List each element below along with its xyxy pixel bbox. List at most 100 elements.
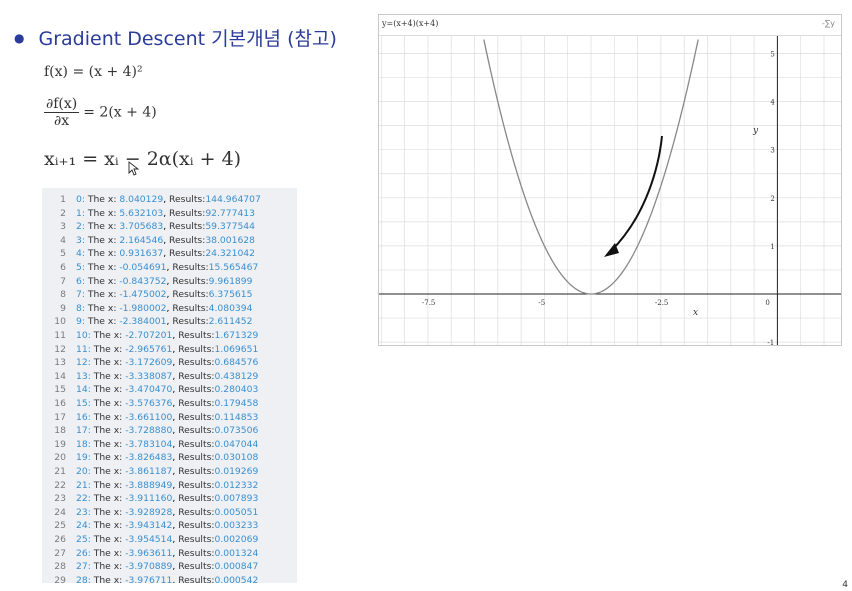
equation-function-text: f(x) = (x + 4)²: [44, 64, 143, 80]
results-label: Results:: [172, 262, 209, 273]
x-value: -0.843752: [119, 275, 167, 287]
line-number: 8: [60, 289, 66, 301]
iteration-index: 5:: [76, 262, 85, 273]
x-value: -2.707201: [125, 330, 173, 341]
results-value: 4.080394: [208, 302, 253, 314]
line-number: 26: [54, 534, 66, 545]
x-value: -3.963611: [125, 547, 173, 559]
x-value: 5.632103: [119, 207, 164, 219]
x-tick-label: 0: [765, 299, 769, 307]
iteration-index: 9:: [76, 316, 85, 328]
x-value: -3.172609: [125, 357, 173, 369]
code-line: 7 6: The x: -0.843752, Results:9.961899: [42, 275, 297, 289]
results-label: Results:: [178, 384, 215, 396]
results-value: 9.961899: [208, 275, 253, 287]
iteration-index: 12:: [76, 357, 91, 369]
x-value: -3.970889: [125, 561, 173, 573]
line-number: 20: [54, 452, 66, 464]
x-value: -3.976711: [125, 574, 173, 583]
derivative-rhs: = 2(x + 4): [83, 104, 157, 121]
x-label: The x:: [93, 547, 123, 559]
bullet-icon: ●: [14, 31, 25, 45]
iteration-index: 13:: [76, 370, 91, 382]
x-label: The x:: [87, 221, 117, 233]
code-line: 9 8: The x: -1.980002, Results:4.080394: [42, 302, 297, 316]
code-line: 18 17: The x: -3.728880, Results:0.073506: [42, 424, 297, 438]
x-tick-label: -5: [538, 299, 545, 307]
iteration-index: 14:: [76, 384, 91, 396]
line-number: 2: [60, 207, 66, 219]
code-line: 13 12: The x: -3.172609, Results:0.684576: [42, 356, 297, 370]
y-axis-label: y: [752, 126, 759, 136]
line-number: 18: [54, 425, 66, 437]
iteration-index: 18:: [76, 438, 91, 450]
line-number: 12: [54, 343, 66, 355]
code-line: 24 23: The x: -3.928928, Results:0.005051: [42, 506, 297, 520]
graph-equation: y=(x+4)(x+4): [382, 19, 439, 28]
code-line: 19 18: The x: -3.783104, Results:0.047044: [42, 438, 297, 452]
derivative-denominator: ∂x: [54, 113, 70, 129]
x-value: -2.965761: [125, 343, 173, 355]
x-value: -1.475002: [119, 289, 167, 301]
line-number: 3: [60, 221, 66, 233]
iteration-index: 20:: [76, 466, 91, 477]
graph-settings-icon[interactable]: -∑y: [821, 19, 835, 28]
results-label: Results:: [169, 248, 206, 260]
x-label: The x:: [93, 425, 123, 437]
x-value: -3.861187: [125, 466, 173, 477]
results-label: Results:: [178, 534, 215, 545]
code-line: 28 27: The x: -3.970889, Results:0.000847: [42, 560, 297, 574]
x-label: The x:: [93, 452, 123, 464]
iteration-index: 24:: [76, 520, 91, 532]
x-label: The x:: [93, 574, 123, 583]
x-label: The x:: [93, 466, 123, 477]
iteration-index: 17:: [76, 425, 91, 437]
code-line: 5 4: The x: 0.931637, Results:24.321042: [42, 247, 297, 261]
x-value: -3.928928: [125, 506, 173, 518]
results-label: Results:: [178, 370, 215, 382]
results-value: 0.047044: [214, 438, 259, 450]
iteration-index: 3:: [76, 234, 85, 246]
x-value: 2.164546: [119, 234, 164, 246]
parabola-curve: [483, 39, 699, 295]
x-axis-label: x: [693, 308, 698, 318]
code-line: 1 0: The x: 8.040129, Results:144.964707: [42, 193, 297, 207]
x-label: The x:: [87, 194, 117, 205]
results-label: Results:: [172, 275, 209, 287]
line-number: 1: [60, 194, 66, 205]
results-label: Results:: [178, 438, 215, 450]
results-label: Results:: [172, 302, 209, 314]
results-label: Results:: [178, 398, 215, 409]
results-value: 6.375615: [208, 289, 253, 301]
iteration-index: 6:: [76, 275, 85, 287]
results-label: Results:: [172, 289, 209, 301]
slide-title-text: Gradient Descent 기본개념 (참고): [38, 28, 337, 50]
slide-title: ● Gradient Descent 기본개념 (참고): [14, 24, 337, 51]
line-number: 19: [54, 438, 66, 450]
x-value: 3.705683: [119, 221, 164, 233]
x-label: The x:: [93, 506, 123, 518]
results-value: 1.671329: [214, 330, 259, 341]
line-number: 11: [54, 330, 66, 341]
code-line: 2 1: The x: 5.632103, Results:92.777413: [42, 207, 297, 221]
x-value: -3.661100: [125, 411, 173, 423]
code-line: 3 2: The x: 3.705683, Results:59.377544: [42, 220, 297, 234]
y-tick-label: 2: [770, 195, 774, 203]
line-number: 17: [54, 411, 66, 423]
x-label: The x:: [87, 207, 117, 219]
results-label: Results:: [178, 411, 215, 423]
results-value: 0.438129: [214, 370, 259, 382]
results-value: 0.684576: [214, 357, 259, 369]
x-value: -3.911160: [125, 493, 173, 505]
x-label: The x:: [87, 234, 117, 246]
iteration-index: 22:: [76, 493, 91, 505]
line-number: 27: [54, 547, 66, 559]
code-line: 17 16: The x: -3.661100, Results:0.114853: [42, 411, 297, 425]
results-value: 0.000542: [214, 574, 259, 583]
x-tick-label: -2.5: [655, 299, 669, 307]
results-label: Results:: [178, 561, 215, 573]
results-value: 0.114853: [214, 411, 259, 423]
results-value: 144.964707: [205, 194, 261, 205]
x-label: The x:: [93, 357, 123, 369]
x-value: -0.054691: [119, 262, 167, 273]
